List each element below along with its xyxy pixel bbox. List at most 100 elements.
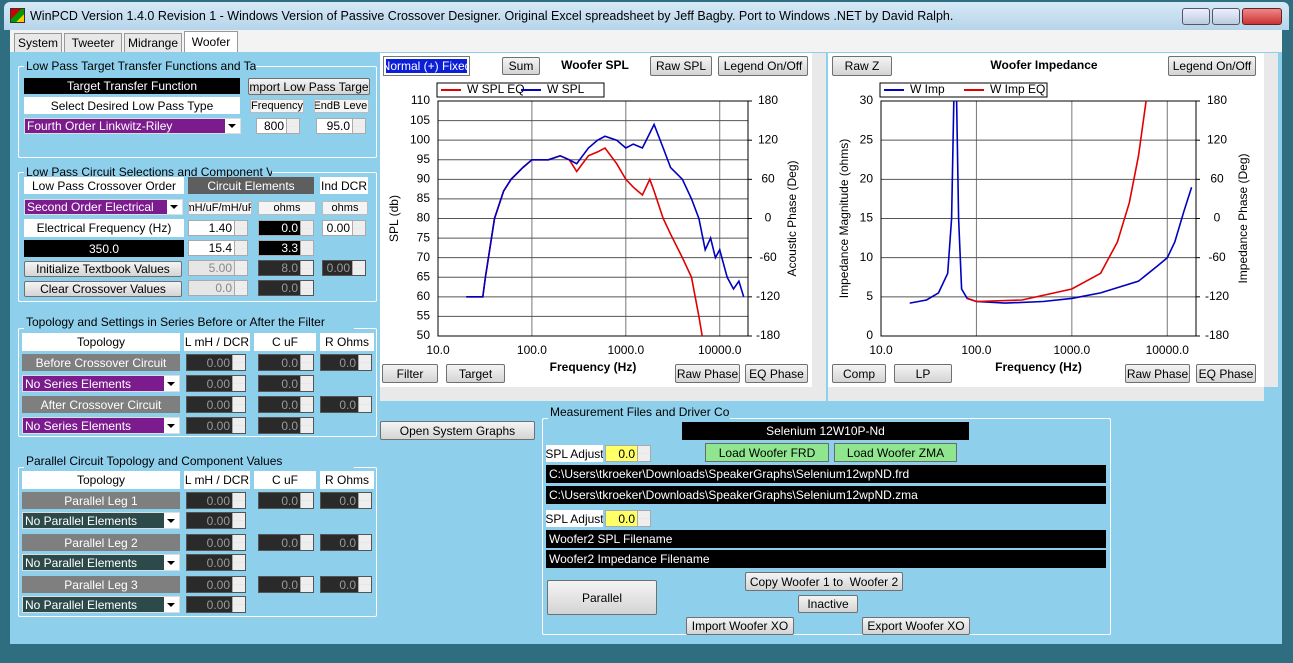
input[interactable]: 0.00 [322,260,366,276]
file-path: C:\Users\tkroeker\Downloads\SpeakerGraph… [546,465,1106,483]
input[interactable]: 0.0 [320,534,372,551]
input[interactable]: 0.00 [186,596,246,613]
input[interactable]: 95.0 [316,118,366,134]
tab[interactable]: Tweeter [64,33,122,52]
button[interactable]: EQ Phase [1196,364,1256,383]
tab[interactable]: Midrange [124,33,182,52]
input[interactable]: 0.00 [186,354,246,371]
row-label: Parallel Leg 3 [22,576,180,593]
label: Electrical Frequency (Hz) [24,219,184,237]
input[interactable]: 0.0 [605,445,651,462]
dropdown[interactable]: Second Order Electrical [24,199,183,215]
input[interactable]: 8.0 [258,260,314,276]
input[interactable]: 5.00 [188,260,248,276]
column-header: Topology [22,333,180,351]
column-header: L mH / DCR [184,333,250,351]
input[interactable]: 0.0 [258,534,314,551]
group-caption: Low Pass Target Transfer Functions and T… [24,59,256,73]
input[interactable]: 0.0 [258,417,314,434]
dropdown[interactable]: No Parallel Elements [22,554,180,571]
dropdown[interactable]: No Parallel Elements [22,596,180,613]
unit-header: mH/uF/mH/uF [188,201,252,215]
column-header: Ind DCR [320,177,368,194]
input[interactable]: 0.00 [186,492,246,509]
tab[interactable]: System [14,33,62,52]
group-caption: Low Pass Circuit Selections and Componen… [24,165,272,179]
column-header: EndB Level [314,99,369,113]
button[interactable]: EQ Phase [745,364,808,383]
input[interactable]: 0.00 [186,375,246,392]
input[interactable]: 1.40 [188,220,248,236]
button[interactable]: Raw Z [832,56,892,76]
input[interactable]: 0.0 [258,220,314,236]
unit-header: ohms [258,201,316,215]
button[interactable]: Legend On/Off [1168,56,1256,76]
driver-name: Selenium 12W10P-Nd [682,422,969,440]
button[interactable]: Import Low Pass Target [248,78,370,95]
label: Low Pass Crossover Order [24,177,184,194]
input[interactable]: 0.00 [186,554,246,571]
input[interactable]: 0.0 [320,396,372,413]
input[interactable]: 0.00 [322,220,366,236]
value-display: 350.0 [24,240,184,257]
dropdown[interactable]: No Series Elements [22,375,180,392]
button[interactable]: Raw Phase [675,364,740,383]
input[interactable]: 0.0 [320,576,372,593]
input[interactable]: 800 [256,118,300,134]
input[interactable]: 0.0 [188,280,248,296]
dropdown[interactable]: Fourth Order Linkwitz-Riley [24,118,241,134]
close-button[interactable] [1242,8,1282,25]
input[interactable]: 0.0 [258,375,314,392]
input[interactable]: 0.00 [186,417,246,434]
button[interactable]: Raw Phase [1125,364,1190,383]
input[interactable]: 0.0 [320,354,372,371]
group-caption: Topology and Settings in Series Before o… [24,315,354,329]
dropdown[interactable]: No Series Elements [22,417,180,434]
input[interactable]: 0.00 [186,534,246,551]
input[interactable]: 0.0 [605,510,651,527]
button[interactable]: Import Woofer XO [686,617,794,635]
input[interactable]: 0.0 [320,492,372,509]
button[interactable]: Open System Graphs [380,421,535,440]
button[interactable]: Target [446,364,505,383]
button[interactable]: Clear Crossover Values [24,281,182,297]
dropdown[interactable]: No Parallel Elements [22,512,180,529]
button[interactable]: Parallel [547,580,657,615]
title-bar [4,2,1289,30]
imp-hscroll [828,387,1264,401]
button[interactable]: Load Woofer FRD [705,443,829,462]
input[interactable]: 0.00 [186,576,246,593]
column-header: Frequency [250,99,304,113]
button[interactable]: Initialize Textbook Values [24,261,182,277]
input[interactable]: 0.00 [186,396,246,413]
button[interactable]: Load Woofer ZMA [834,443,957,462]
input[interactable]: 3.3 [258,240,314,256]
tab[interactable]: Woofer [184,31,238,52]
button[interactable]: Raw SPL [650,56,712,76]
button[interactable]: Sum [502,57,540,75]
group-caption: Measurement Files and Driver Control [548,405,730,419]
input[interactable]: 0.0 [258,280,314,296]
button[interactable]: Copy Woofer 1 to Woofer 2 [745,572,903,591]
button[interactable]: Comp [832,364,886,383]
button[interactable]: Legend On/Off [718,56,808,76]
unit-header: ohms [322,201,368,215]
tab-strip [10,30,1282,52]
button[interactable]: Inactive [798,595,858,613]
row-label: Before Crossover Circuit [22,354,180,371]
button[interactable]: Export Woofer XO [862,617,970,635]
input[interactable]: 0.0 [258,576,314,593]
label: Target Transfer Function [24,78,240,94]
input[interactable]: 0.0 [258,354,314,371]
button[interactable]: LP [894,364,952,383]
window-title: WinPCD Version 1.4.0 Revision 1 - Window… [30,9,954,23]
minimize-button[interactable] [1182,8,1210,25]
input[interactable]: 15.4 [188,240,248,256]
maximize-button[interactable] [1212,8,1240,25]
input[interactable]: 0.0 [258,492,314,509]
button[interactable]: Filter [382,364,438,383]
input[interactable]: 0.0 [258,396,314,413]
mode-toggle[interactable]: Normal (+) Fixed [383,56,470,76]
input[interactable]: 0.00 [186,512,246,529]
